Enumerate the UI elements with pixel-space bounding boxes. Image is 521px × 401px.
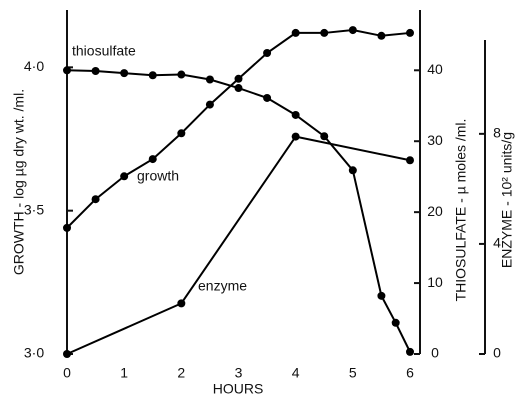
data-point [177,129,186,138]
data-point [148,71,157,80]
x-tick-label: 4 [292,365,300,381]
data-point [148,155,157,164]
y3-tick-label: 8 [493,125,501,141]
data-point [291,110,300,119]
x-tick-label: 5 [349,365,357,381]
data-point [406,28,414,37]
series-line [66,135,411,355]
data-point [320,132,329,141]
data-point [91,195,100,204]
y2-tick-label: 40 [427,61,443,77]
data-point [391,318,400,327]
data-point [377,31,386,40]
x-axis-label: HOURS [213,381,264,397]
x-tick-label: 3 [235,365,243,381]
y-tick-label: 3·0 [24,345,44,361]
y3-axis-label: ENZYME - 10² units/g [499,132,515,268]
data-point [377,291,386,300]
data-point [63,223,71,232]
data-point [406,156,414,165]
y2-tick-label: 20 [427,203,443,219]
y2-axis-label: THIOSULFATE - µ moles /ml. [453,119,469,302]
y2-tick-label: 10 [427,274,443,290]
x-tick-label: 1 [120,365,128,381]
data-point [205,75,214,84]
data-point [291,132,300,141]
annotation: enzyme [198,278,247,294]
x-tick-label: 0 [63,365,71,381]
data-point [406,347,414,356]
data-point [291,28,300,37]
annotation: thiosulfate [72,43,136,59]
data-point [234,84,243,93]
data-point [263,93,272,102]
data-point [320,28,329,37]
data-point [348,26,357,35]
series-line [66,69,411,353]
data-point [63,66,71,75]
data-point [205,100,214,109]
data-point [120,172,129,181]
y2-tick-label: 0 [431,345,439,361]
x-tick-label: 6 [406,365,414,381]
data-point [120,69,129,78]
y2-tick-label: 30 [427,132,443,148]
y-tick-label: 4·0 [24,58,44,74]
data-point [263,49,272,57]
y3-tick-label: 0 [493,345,501,361]
annotation: growth [137,168,179,184]
x-tick-label: 2 [177,365,185,381]
data-point [234,74,243,83]
data-point [348,166,357,175]
data-point [177,70,186,79]
y-tick-label: 3·5 [24,201,44,217]
data-point [177,299,186,308]
y-axis-label: GROWTH - log µg dry wt. /ml. [11,89,27,275]
data-point [91,66,100,75]
data-point [63,350,71,358]
y3-tick-label: 4 [493,235,501,251]
